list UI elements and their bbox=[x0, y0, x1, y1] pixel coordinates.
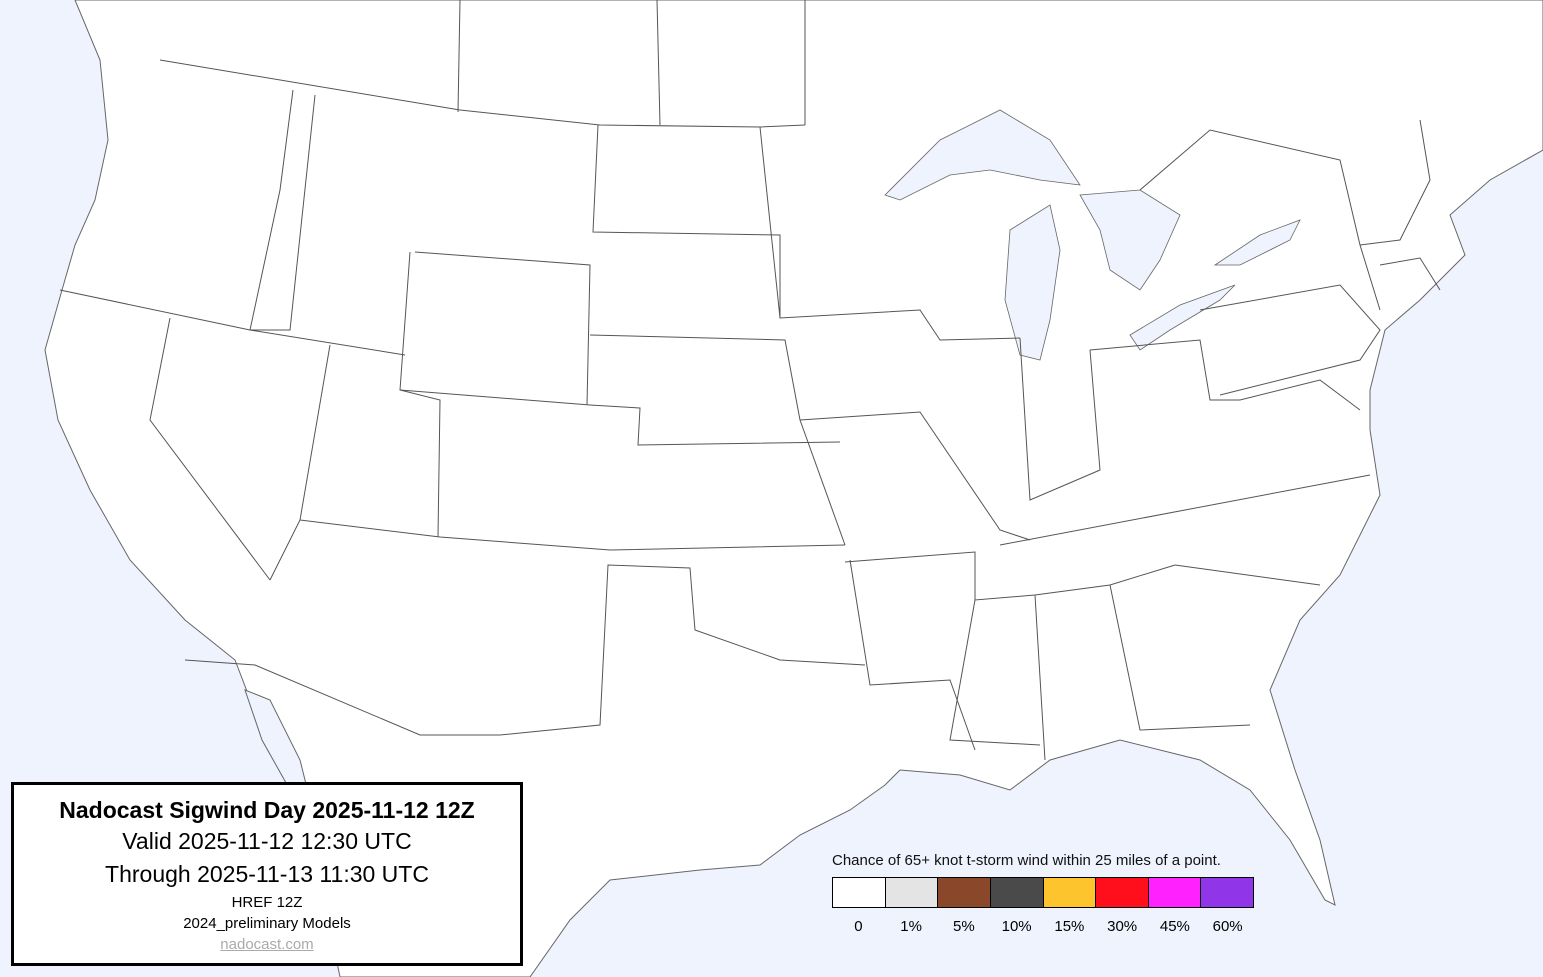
legend-label: 0 bbox=[854, 918, 863, 935]
legend-label: 15% bbox=[1054, 918, 1085, 935]
legend-swatch bbox=[990, 878, 1044, 907]
legend-swatch bbox=[885, 878, 939, 907]
legend: Chance of 65+ knot t-storm wind within 2… bbox=[832, 852, 1272, 935]
great-lakes bbox=[884, 109, 1301, 361]
legend-label: 30% bbox=[1107, 918, 1138, 935]
legend-swatch bbox=[1096, 878, 1149, 907]
land bbox=[44, 0, 1543, 977]
title-box: Nadocast Sigwind Day 2025-11-12 12Z Vali… bbox=[11, 782, 523, 966]
legend-caption: Chance of 65+ knot t-storm wind within 2… bbox=[832, 852, 1221, 869]
legend-labels: 0 1% 5% 10% 15% 30% 45% 60% bbox=[832, 918, 1254, 935]
legend-label: 45% bbox=[1159, 918, 1190, 935]
model-name: HREF 12Z bbox=[231, 894, 303, 911]
models-version: 2024_preliminary Models bbox=[183, 915, 351, 932]
legend-swatches bbox=[832, 877, 1254, 908]
map-title: Nadocast Sigwind Day 2025-11-12 12Z bbox=[59, 797, 475, 823]
legend-label: 5% bbox=[953, 918, 975, 935]
legend-swatch bbox=[1148, 878, 1202, 907]
legend-label: 1% bbox=[900, 918, 922, 935]
legend-swatch bbox=[1201, 878, 1253, 907]
legend-swatch bbox=[833, 878, 886, 907]
valid-time: Valid 2025-11-12 12:30 UTC bbox=[122, 828, 412, 854]
legend-label: 10% bbox=[1001, 918, 1032, 935]
legend-swatch bbox=[938, 878, 991, 907]
legend-swatch bbox=[1043, 878, 1097, 907]
state-borders bbox=[59, 0, 1441, 761]
legend-label: 60% bbox=[1212, 918, 1243, 935]
nadocast-link[interactable]: nadocast.com bbox=[220, 936, 314, 953]
through-time: Through 2025-11-13 11:30 UTC bbox=[105, 861, 429, 887]
